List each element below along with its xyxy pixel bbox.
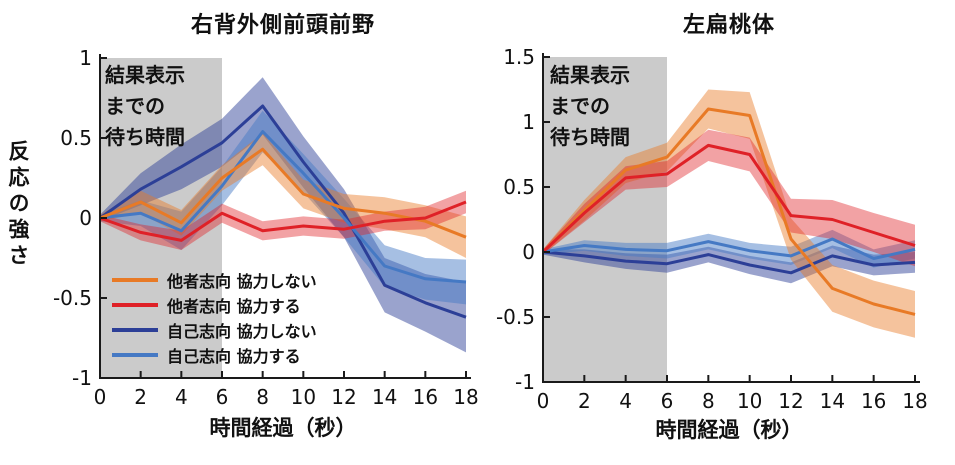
- series-line-self-oriented-cooperate: [542, 237, 916, 260]
- legend-line-swatch-darkblue: [112, 327, 158, 332]
- chart-right: 0 2 4 6 8 10 12 14 16 18 -1 -0.5 0 0.5 1 1.5: [496, 45, 928, 413]
- y-tick-label: -0.5: [53, 286, 92, 310]
- shaded-waiting-region: [100, 58, 222, 378]
- x-tick-label: 8: [256, 385, 269, 409]
- series-line-self-oriented-no-cooperate: [99, 104, 467, 319]
- x-tick-label: 2: [134, 385, 147, 409]
- series-line-other-oriented-cooperate: [541, 143, 916, 254]
- legend-line-swatch-red: [112, 302, 158, 307]
- y-tick-label: -1: [72, 366, 92, 390]
- x-tick-label: 10: [291, 385, 316, 409]
- chart-title-right: 左扁桃体: [682, 13, 775, 38]
- legend-line-swatch-orange: [112, 277, 158, 282]
- legend-label: 他者志向 協力する: [167, 296, 301, 316]
- y-tick-label: -0.5: [496, 305, 535, 329]
- series-line-self-oriented-cooperate: [99, 130, 467, 284]
- legend-item-self-no-cooperate: 自己志向 協力しない: [112, 317, 317, 342]
- legend-label: 他者志向 協力しない: [167, 271, 317, 291]
- y-tick-label: 1: [522, 110, 535, 134]
- series-line-self-oriented-no-cooperate: [542, 250, 916, 275]
- series-line-other-oriented-no-cooperate: [99, 147, 467, 239]
- waiting-period-annotation-right: 結果表示 までの 待ち時間: [550, 63, 630, 149]
- legend: 他者志向 協力しない 他者志向 協力する 自己志向 協力しない 自己志向 協力す…: [112, 267, 317, 367]
- chart-left: 0 2 4 6 8 10 12 14 16 18 -1 -0.5 0 0.5 1: [53, 46, 479, 409]
- y-tick-label: 0: [522, 240, 535, 264]
- y-tick-label: 0.5: [503, 175, 535, 199]
- y-axis-title: 反応の強さ: [6, 140, 30, 270]
- chart-title-left: 右背外側前頭前野: [190, 13, 375, 38]
- y-tick-label: 1.5: [503, 45, 535, 69]
- x-tick-label: 16: [413, 385, 438, 409]
- x-tick-label: 0: [94, 385, 107, 409]
- legend-item-other-cooperate: 他者志向 協力する: [112, 292, 317, 317]
- x-axis-title-right: 時間経過（秒）: [655, 418, 803, 442]
- legend-label: 自己志向 協力しない: [167, 321, 317, 341]
- confidence-band-other-oriented-no-cooperate: [100, 133, 466, 258]
- confidence-band-other-oriented-cooperate: [543, 129, 915, 267]
- x-tick-label: 12: [331, 385, 356, 409]
- x-tick-label: 0: [537, 389, 550, 413]
- x-tick-label: 4: [619, 389, 632, 413]
- confidence-band-self-oriented-no-cooperate: [100, 77, 466, 353]
- y-tick-label: -1: [515, 370, 535, 394]
- x-axis-title-left: 時間経過（秒）: [209, 416, 357, 440]
- confidence-band-self-oriented-cooperate: [543, 229, 915, 268]
- x-tick-label: 10: [737, 389, 762, 413]
- legend-line-swatch-lightblue: [112, 352, 158, 357]
- legend-item-self-cooperate: 自己志向 協力する: [112, 342, 317, 367]
- y-tick-label: 0.5: [60, 126, 92, 150]
- legend-item-other-no-cooperate: 他者志向 協力しない: [112, 267, 317, 292]
- x-tick-label: 4: [175, 385, 188, 409]
- legend-label: 自己志向 協力する: [167, 346, 301, 366]
- x-tick-label: 18: [902, 389, 927, 413]
- x-tick-label: 14: [372, 385, 397, 409]
- x-tick-label: 6: [661, 389, 674, 413]
- y-tick-label: 1: [79, 46, 92, 70]
- waiting-period-annotation-left: 結果表示 までの 待ち時間: [105, 63, 185, 149]
- x-tick-label: 14: [820, 389, 845, 413]
- y-tick-label: 0: [79, 206, 92, 230]
- x-tick-label: 12: [778, 389, 803, 413]
- x-tick-label: 6: [216, 385, 229, 409]
- x-tick-label: 8: [702, 389, 715, 413]
- x-tick-label: 2: [578, 389, 591, 413]
- confidence-band-self-oriented-no-cooperate: [543, 245, 915, 284]
- series-line-other-oriented-no-cooperate: [541, 107, 916, 316]
- x-tick-label: 16: [861, 389, 886, 413]
- shaded-waiting-region: [543, 57, 667, 382]
- series-line-other-oriented-cooperate: [99, 200, 467, 242]
- x-tick-label: 18: [453, 385, 478, 409]
